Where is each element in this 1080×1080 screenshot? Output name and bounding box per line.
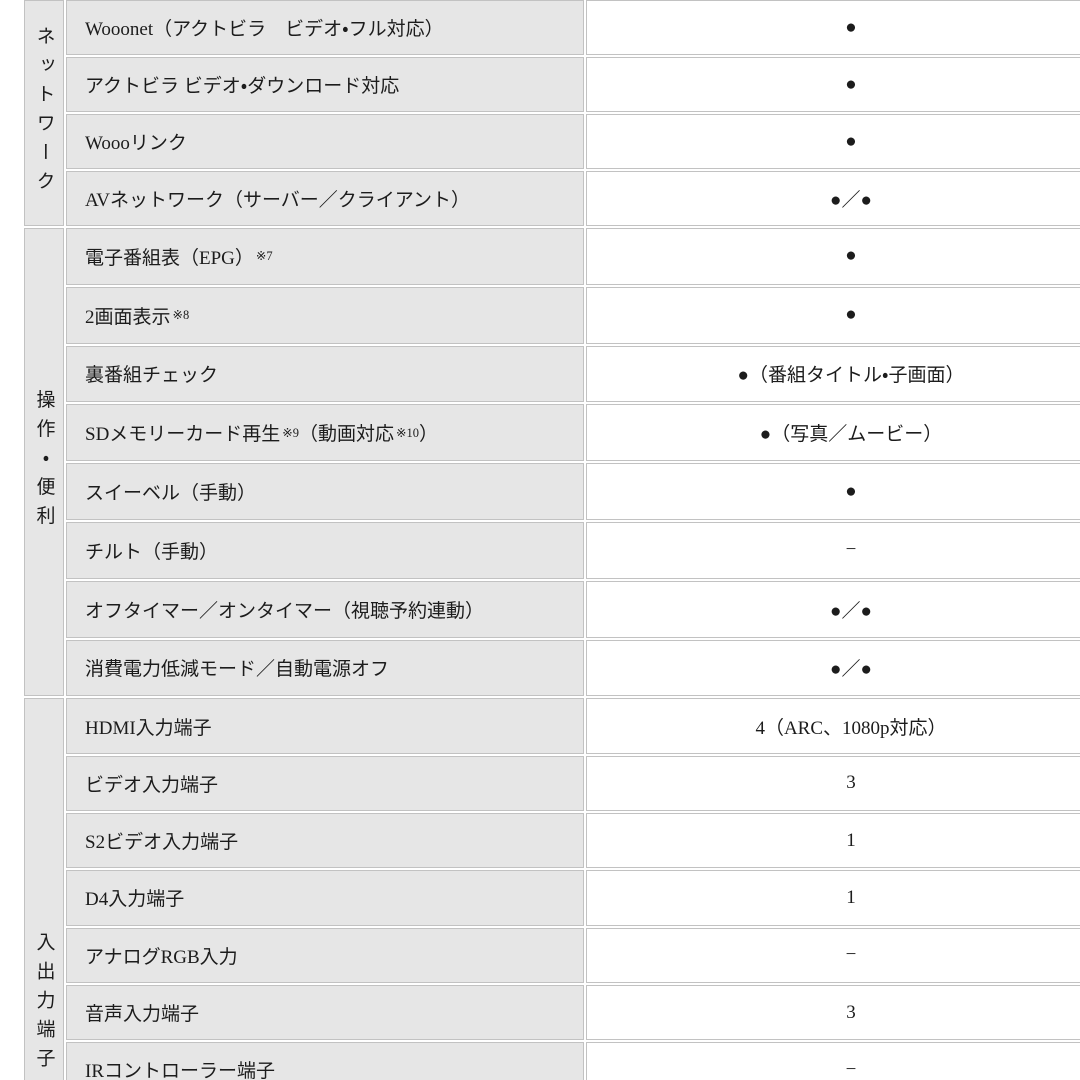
- feature-name: （動画対応: [299, 424, 395, 446]
- spec-row-label: 音声入力端子: [66, 984, 584, 1041]
- spec-row-label: Wooonet（アクトビラ ビデオ・フル対応）: [66, 0, 584, 55]
- spec-row-label: チルト（手動）: [66, 521, 584, 579]
- category-cell: ネットワーク: [24, 0, 64, 226]
- feature-name: Wooonet（アクトビラ ビデオ・フル対応）: [85, 19, 444, 40]
- spec-row-label: IRコントローラー端子: [66, 1042, 584, 1080]
- spec-row-value: ●／●: [586, 580, 1080, 638]
- spec-row-value: 3: [586, 984, 1080, 1041]
- feature-name: HDMI入力端子: [85, 717, 212, 739]
- category-cell: 操作・便利: [24, 228, 64, 697]
- spec-row-label: HDMI入力端子: [66, 698, 584, 754]
- feature-name: 裏番組チェック: [85, 365, 219, 387]
- feature-name: S2ビデオ入力端子: [85, 832, 239, 854]
- feature-name: IRコントローラー端子: [85, 1061, 276, 1080]
- category-label: 入出力端子: [33, 932, 55, 1078]
- spec-row-label: ビデオ入力端子: [66, 755, 584, 811]
- spec-row-label: D4入力端子: [66, 870, 584, 926]
- spec-row-label: 電子番組表（EPG） ※7: [66, 228, 584, 285]
- spec-row-label: 裏番組チェック: [66, 345, 584, 403]
- category-label: ネットワーク: [33, 26, 55, 200]
- spec-row-value: ●／●: [586, 171, 1080, 226]
- feature-name: 音声入力端子: [85, 1004, 200, 1025]
- spec-row-label: 消費電力低減モード／自動電源オフ: [66, 639, 584, 697]
- spec-row-value: ●: [586, 286, 1080, 344]
- feature-name: アナログRGB入力: [85, 946, 238, 968]
- spec-row-label: S2ビデオ入力端子: [66, 812, 584, 869]
- spec-row-value: ●／●: [586, 639, 1080, 697]
- spec-row-value: −: [586, 521, 1080, 579]
- spec-row-value: ●: [586, 0, 1080, 55]
- feature-name: スイーベル（手動）: [85, 483, 257, 505]
- feature-name: ）: [419, 424, 439, 446]
- spec-row-value: ●（番組タイトル・子画面）: [586, 345, 1080, 403]
- spec-row-value: −: [586, 927, 1080, 983]
- category-label: 操作・便利: [33, 389, 55, 535]
- feature-name: 消費電力低減モード／自動電源オフ: [85, 659, 390, 681]
- feature-name: アクトビラ ビデオ・ダウンロード対応: [85, 76, 400, 97]
- feature-name: D4入力端子: [85, 889, 185, 911]
- spec-row-label: オフタイマー／オンタイマー（視聴予約連動）: [66, 580, 584, 638]
- spec-row-value: ●: [586, 463, 1080, 520]
- spec-row-label: Woooリンク: [66, 114, 584, 169]
- feature-name: AVネットワーク（サーバー／クライアント）: [85, 190, 471, 211]
- spec-row-value: ●: [586, 114, 1080, 169]
- spec-row-value: ●: [586, 57, 1080, 112]
- feature-name: チルト（手動）: [85, 541, 219, 563]
- spec-row-value: 1: [586, 812, 1080, 869]
- feature-name: 電子番組表（EPG）: [85, 247, 254, 269]
- spec-row-value: 4（ARC、1080p対応）: [586, 698, 1080, 754]
- spec-row-label: アナログRGB入力: [66, 927, 584, 983]
- feature-name: SDメモリーカード再生: [85, 424, 281, 446]
- spec-row-label: AVネットワーク（サーバー／クライアント）: [66, 171, 584, 226]
- spec-row-label: アクトビラ ビデオ・ダウンロード対応: [66, 57, 584, 112]
- spec-row-value: −: [586, 1042, 1080, 1080]
- category-cell: 入出力端子: [24, 698, 64, 1080]
- spec-row-label: SDメモリーカード再生 ※9 （動画対応 ※10）: [66, 404, 584, 462]
- feature-name: オフタイマー／オンタイマー（視聴予約連動）: [85, 600, 485, 622]
- spec-row-label: スイーベル（手動）: [66, 463, 584, 520]
- spec-row-value: 3: [586, 755, 1080, 811]
- feature-name: ビデオ入力端子: [85, 774, 219, 796]
- spec-row-value: 1: [586, 870, 1080, 926]
- feature-name: 2画面表示: [85, 306, 171, 328]
- spec-row-label: 2画面表示 ※8: [66, 286, 584, 344]
- spec-row-value: ●（写真／ムービー）: [586, 404, 1080, 462]
- spec-row-value: ●: [586, 228, 1080, 285]
- feature-name: Woooリンク: [85, 133, 187, 154]
